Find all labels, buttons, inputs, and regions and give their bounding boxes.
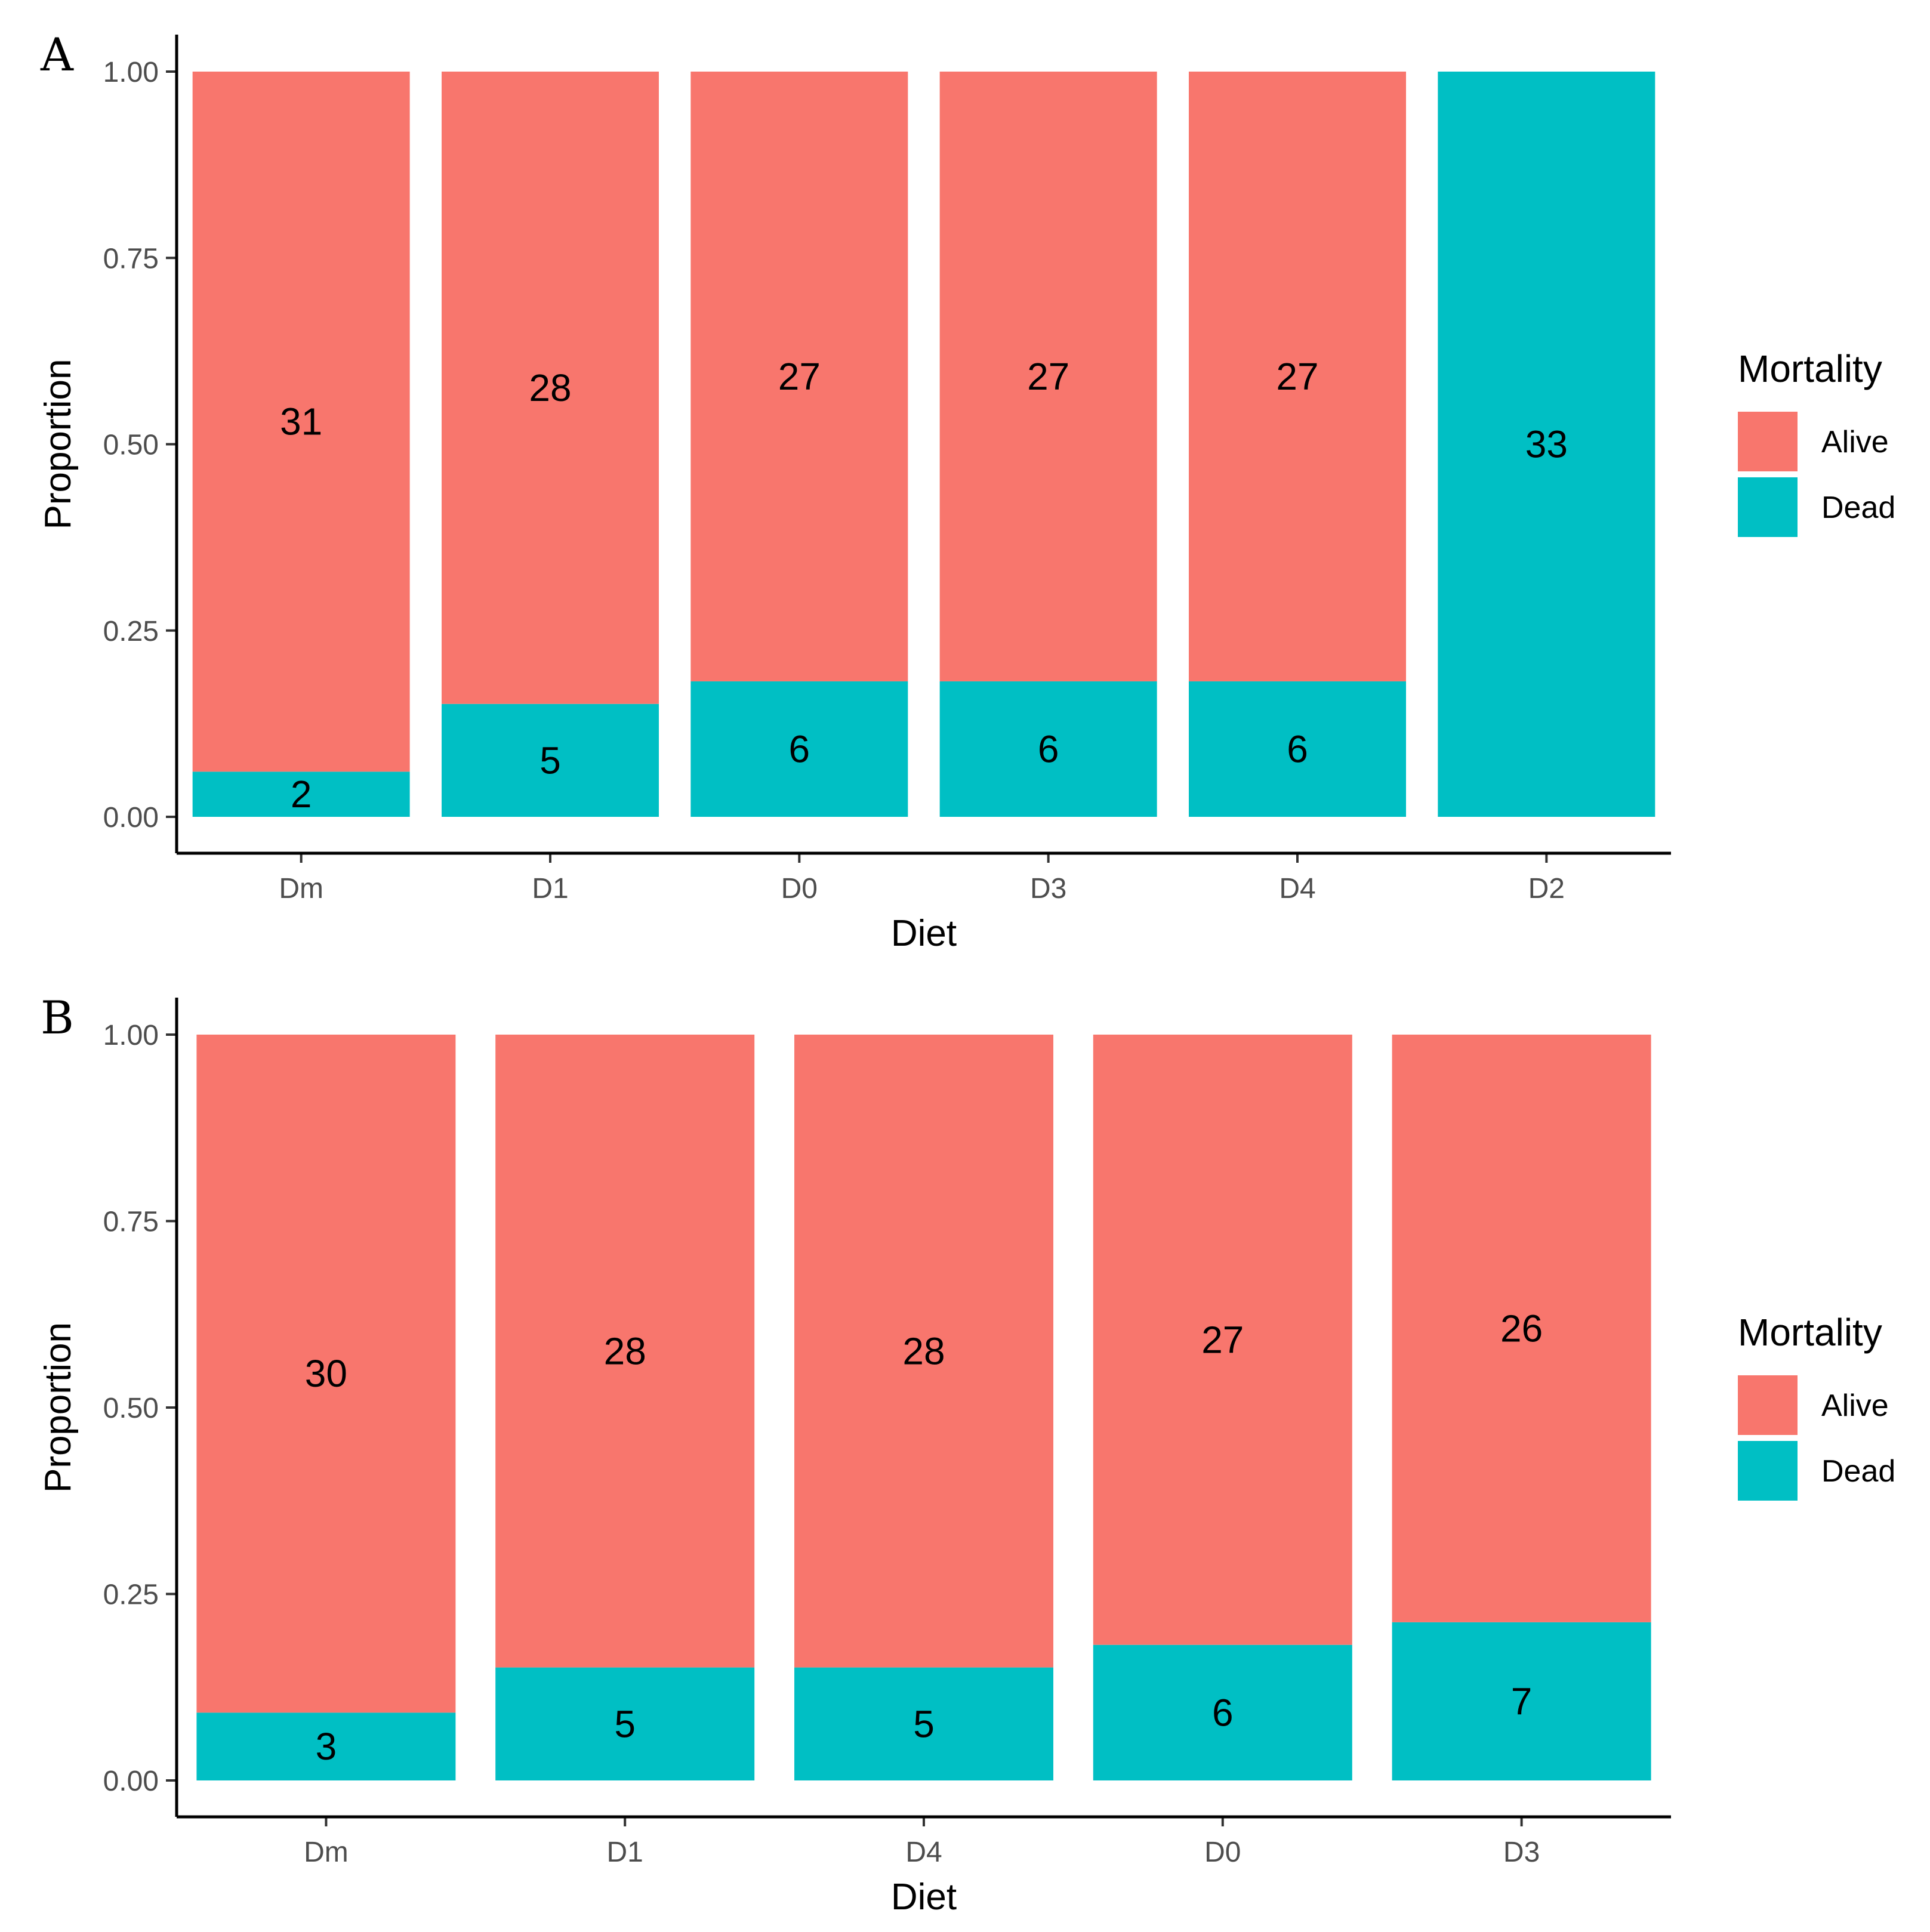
label-alive-d0: 27	[1201, 1318, 1244, 1361]
bar-dead-d3	[939, 681, 1157, 817]
label-dead-d4: 6	[1287, 727, 1308, 770]
bar-dead-d2	[1438, 72, 1655, 817]
bar-alive-d3	[1392, 1035, 1651, 1622]
label-alive-d4: 28	[902, 1329, 945, 1372]
legend-label-dead: Dead	[1821, 1454, 1895, 1489]
label-dead-d1: 5	[614, 1702, 636, 1745]
label-alive-dm: 31	[280, 400, 322, 443]
bar-alive-dm	[196, 1035, 456, 1713]
label-dead-dm: 3	[316, 1725, 337, 1768]
x-tick-label: D4	[1279, 873, 1315, 905]
y-tick-label: 0.75	[103, 1206, 159, 1238]
x-tick-label: D2	[1528, 873, 1565, 905]
y-tick-label: 0.00	[103, 1766, 159, 1797]
x-tick-label: Dm	[279, 873, 323, 905]
label-dead-d2: 33	[1525, 423, 1568, 466]
label-alive-d1: 28	[604, 1329, 646, 1372]
label-dead-d0: 6	[1212, 1691, 1234, 1734]
bar-dead-d1	[495, 1667, 755, 1780]
y-tick-label: 1.00	[103, 57, 159, 88]
bar-dead-dm	[192, 771, 410, 817]
x-tick-label: Dm	[304, 1837, 349, 1868]
label-dead-dm: 2	[291, 773, 312, 816]
x-tick-label: D0	[781, 873, 818, 905]
legend-title: Mortality	[1738, 347, 1882, 390]
y-tick-label: 0.25	[103, 616, 159, 647]
label-dead-d1: 5	[539, 739, 561, 782]
panel-b: B 30 3 Dm 28 5 D1 28 5 D4 27 6 D0 26 7 D3 0.00 0.25 0.50 0.…	[38, 991, 1895, 1918]
legend-label-alive: Alive	[1821, 1388, 1889, 1423]
bar-alive-d0	[690, 72, 908, 681]
legend: Mortality Alive Dead	[1738, 1311, 1895, 1501]
bar-alive-d4	[1189, 72, 1406, 681]
label-alive-d4: 27	[1276, 355, 1318, 398]
x-tick-label: D1	[532, 873, 568, 905]
legend: Mortality Alive Dead	[1738, 347, 1895, 537]
x-tick-label: D3	[1030, 873, 1066, 905]
legend-label-dead: Dead	[1821, 490, 1895, 525]
bar-alive-d0	[1093, 1035, 1352, 1645]
y-tick-label: 1.00	[103, 1020, 159, 1051]
legend-key-alive	[1738, 412, 1798, 471]
panel-a: A 31 2 Dm 28 5 D1 27 6 D0 27 6 D3 27 6 D4 33 D2 0.00 0.25 0.…	[38, 28, 1895, 954]
y-axis-title: Proportion	[38, 1322, 79, 1493]
x-axis-title: Diet	[891, 913, 957, 954]
x-tick-label: D1	[607, 1837, 643, 1868]
label-alive-d3: 27	[1027, 355, 1069, 398]
y-tick-label: 0.25	[103, 1579, 159, 1611]
bar-dead-d4	[794, 1667, 1053, 1780]
bar-dead-d0	[1093, 1644, 1352, 1780]
bar-dead-d4	[1189, 681, 1406, 817]
label-dead-d0: 6	[789, 727, 810, 770]
legend-key-alive	[1738, 1375, 1798, 1435]
y-axis-title: Proportion	[38, 359, 79, 529]
bar-alive-dm	[192, 72, 410, 772]
y-tick-label: 0.00	[103, 802, 159, 834]
x-tick-label: D3	[1503, 1837, 1540, 1868]
panel-letter: B	[41, 991, 74, 1044]
label-alive-d3: 26	[1500, 1307, 1543, 1350]
label-dead-d3: 6	[1038, 727, 1059, 770]
bar-alive-d4	[794, 1035, 1053, 1668]
legend-label-alive: Alive	[1821, 425, 1889, 459]
x-tick-label: D4	[905, 1837, 942, 1868]
bar-dead-d1	[442, 703, 659, 817]
legend-key-dead	[1738, 1441, 1798, 1501]
x-axis-title: Diet	[891, 1877, 957, 1918]
bar-dead-d0	[690, 681, 908, 817]
y-tick-label: 0.75	[103, 243, 159, 274]
bar-alive-d1	[442, 72, 659, 704]
label-dead-d3: 7	[1511, 1680, 1533, 1723]
legend-key-dead	[1738, 477, 1798, 537]
bar-alive-d1	[495, 1035, 755, 1668]
y-tick-label: 0.50	[103, 430, 159, 461]
bar-dead-dm	[196, 1712, 456, 1780]
bar-dead-d3	[1392, 1622, 1651, 1780]
x-tick-label: D0	[1204, 1837, 1241, 1868]
y-tick-label: 0.50	[103, 1393, 159, 1424]
panel-letter: A	[40, 28, 74, 81]
legend-title: Mortality	[1738, 1311, 1882, 1354]
bar-alive-d3	[939, 72, 1157, 681]
label-dead-d4: 5	[913, 1702, 935, 1745]
label-alive-d1: 28	[529, 366, 571, 409]
label-alive-dm: 30	[305, 1352, 347, 1395]
label-alive-d0: 27	[778, 355, 821, 398]
